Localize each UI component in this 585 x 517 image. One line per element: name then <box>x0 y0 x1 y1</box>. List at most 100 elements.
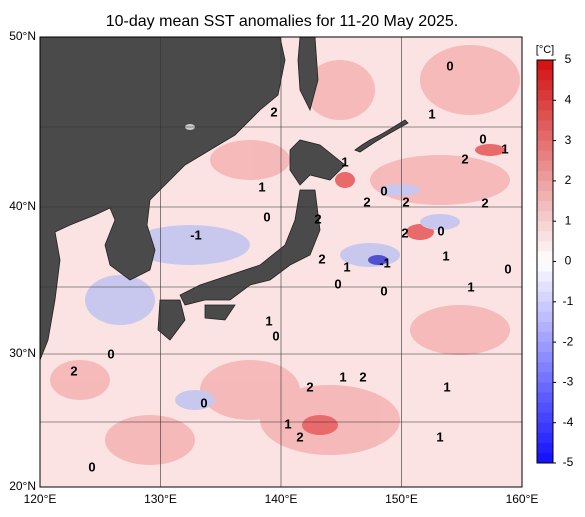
contour-label: 0 <box>107 346 114 361</box>
colorbar-swatch <box>537 211 553 222</box>
colorbar-swatch <box>537 70 553 81</box>
colorbar-swatch <box>537 160 553 172</box>
contour-label: 2 <box>296 429 303 444</box>
contour-label: 1 <box>436 429 443 444</box>
contour-label: 2 <box>306 379 313 394</box>
contour-label: 0 <box>263 209 270 224</box>
colorbar-tick-label: 2 <box>565 173 572 187</box>
contour-label: 1 <box>343 259 350 274</box>
colorbar-swatch <box>537 311 553 323</box>
colorbar-swatch <box>537 60 553 71</box>
contour-label: 0 <box>437 223 444 238</box>
colorbar-swatch <box>537 110 553 121</box>
contour-label: 2 <box>363 194 370 209</box>
contour-label: 2 <box>461 151 468 166</box>
contour-label: 0 <box>272 328 279 343</box>
contour-label: 1 <box>428 106 435 121</box>
colorbar-swatch <box>537 140 553 152</box>
contour-label: 0 <box>334 276 341 291</box>
contour-label: -1 <box>379 255 391 270</box>
colorbar-swatch <box>537 180 553 192</box>
contour-label: 0 <box>200 395 207 410</box>
colorbar-swatch <box>537 342 553 353</box>
colorbar-tick-label: -5 <box>563 455 574 469</box>
lon-label: 120°E <box>24 492 57 506</box>
contour-label: 2 <box>318 251 325 266</box>
contour-label: 0 <box>380 183 387 198</box>
colorbar-swatch <box>537 170 553 182</box>
contour-label: 1 <box>284 416 291 431</box>
colorbar-swatch <box>537 201 553 212</box>
colorbar-swatch <box>537 261 553 273</box>
contour-label: 1 <box>501 141 508 156</box>
colorbar-tick-label: -4 <box>563 415 574 429</box>
lon-label: 160°E <box>506 492 539 506</box>
colorbar-tick-label: 4 <box>565 92 572 106</box>
contour-label: 1 <box>265 313 272 328</box>
contour-label: 0 <box>446 58 453 73</box>
colorbar-tick-label: 5 <box>565 52 572 66</box>
map-title: 10-day mean SST anomalies for 11-20 May … <box>106 13 459 30</box>
contour-label: 2 <box>401 225 408 240</box>
colorbar-tick-label: 3 <box>565 133 572 147</box>
contour-label: 0 <box>479 131 486 146</box>
colorbar-swatch <box>537 90 553 101</box>
lat-label: 50°N <box>9 29 36 43</box>
colorbar-tick-label: -1 <box>563 294 574 308</box>
map-frame <box>39 36 523 488</box>
contour-label: 2 <box>481 195 488 210</box>
lon-label: 150°E <box>385 492 418 506</box>
colorbar-swatch <box>537 301 553 313</box>
colorbar-swatch <box>537 382 553 393</box>
colorbar-swatch <box>537 442 553 454</box>
contour-label: 2 <box>402 194 409 209</box>
contour-label: 0 <box>88 459 95 474</box>
contour-label: 2 <box>314 211 321 226</box>
colorbar-swatch <box>537 392 553 404</box>
colorbar-swatch <box>537 150 553 162</box>
colorbar-swatch <box>537 80 553 91</box>
contour-label: 1 <box>467 279 474 294</box>
lat-label: 30°N <box>9 346 36 360</box>
contour-label: 2 <box>359 369 366 384</box>
colorbar-swatch <box>537 271 553 283</box>
colorbar-swatch <box>537 281 553 293</box>
lon-label: 130°E <box>144 492 177 506</box>
colorbar-swatch <box>537 190 553 202</box>
colorbar-swatch <box>537 321 553 333</box>
contour-label: 1 <box>339 369 346 384</box>
contour-label: 1 <box>442 248 449 263</box>
contour-label: 2 <box>270 104 277 119</box>
colorbar-swatch <box>537 291 553 303</box>
colorbar-swatch <box>537 221 553 232</box>
lon-label: 140°E <box>265 492 298 506</box>
colorbar-swatch <box>537 452 553 464</box>
contour-label: -1 <box>190 227 202 242</box>
colorbar-swatch <box>537 120 553 132</box>
colorbar-tick-label: -3 <box>563 375 574 389</box>
colorbar-swatch <box>537 422 553 434</box>
colorbar-swatch <box>537 251 553 262</box>
contour-label: 1 <box>258 179 265 194</box>
contour-label: 1 <box>341 154 348 169</box>
colorbar-swatch <box>537 362 553 373</box>
colorbar-swatch <box>537 332 553 343</box>
colorbar-swatch <box>537 231 553 242</box>
colorbar-unit: [°C] <box>536 44 554 56</box>
colorbar-swatch <box>537 402 553 414</box>
colorbar-swatch <box>537 432 553 444</box>
colorbar-tick-label: 0 <box>565 254 572 268</box>
contour-label: 0 <box>380 283 387 298</box>
contour-label: 1 <box>443 379 450 394</box>
colorbar-swatch <box>537 412 553 424</box>
colorbar-tick-label: 1 <box>565 213 572 227</box>
colorbar-swatch <box>537 130 553 142</box>
colorbar-tick-label: -2 <box>563 334 574 348</box>
colorbar-swatch <box>537 352 553 363</box>
lat-label: 40°N <box>9 199 36 213</box>
colorbar-swatch <box>537 241 553 252</box>
lat-label: 20°N <box>9 479 36 493</box>
colorbar-swatch <box>537 100 553 111</box>
